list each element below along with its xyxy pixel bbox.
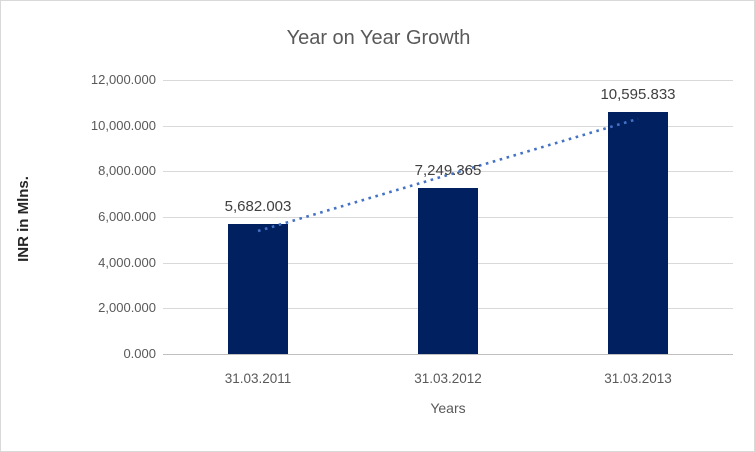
x-tick-label: 31.03.2013 [604,371,672,386]
y-tick-label: 8,000.000 [98,163,156,179]
y-tick-label: 0.000 [123,346,156,361]
gridline [163,171,733,172]
bar-31.03.2013[interactable] [608,112,668,354]
plot-area [163,80,733,355]
x-axis-title: Years [430,400,466,416]
x-axis-line [163,354,733,355]
trendline[interactable] [257,117,639,233]
y-tick-label: 6,000.000 [98,209,156,224]
gridline [163,126,733,127]
data-label: 7,249.365 [414,162,482,179]
chart-title: Year on Year Growth [286,27,471,49]
x-tick-label: 31.03.2012 [414,371,482,386]
data-label: 5,682.003 [224,198,292,215]
data-label: 10,595.833 [600,86,676,103]
bar-31.03.2011[interactable] [228,224,288,354]
x-tick-label: 31.03.2011 [224,371,292,386]
bar-31.03.2012[interactable] [418,188,478,354]
y-tick-label: 10,000.000 [90,117,156,133]
y-tick-label: 2,000.000 [98,300,156,316]
gridline [163,80,733,81]
y-tick-label: 4,000.000 [98,254,156,270]
y-tick-label: 12,000.000 [90,72,156,87]
